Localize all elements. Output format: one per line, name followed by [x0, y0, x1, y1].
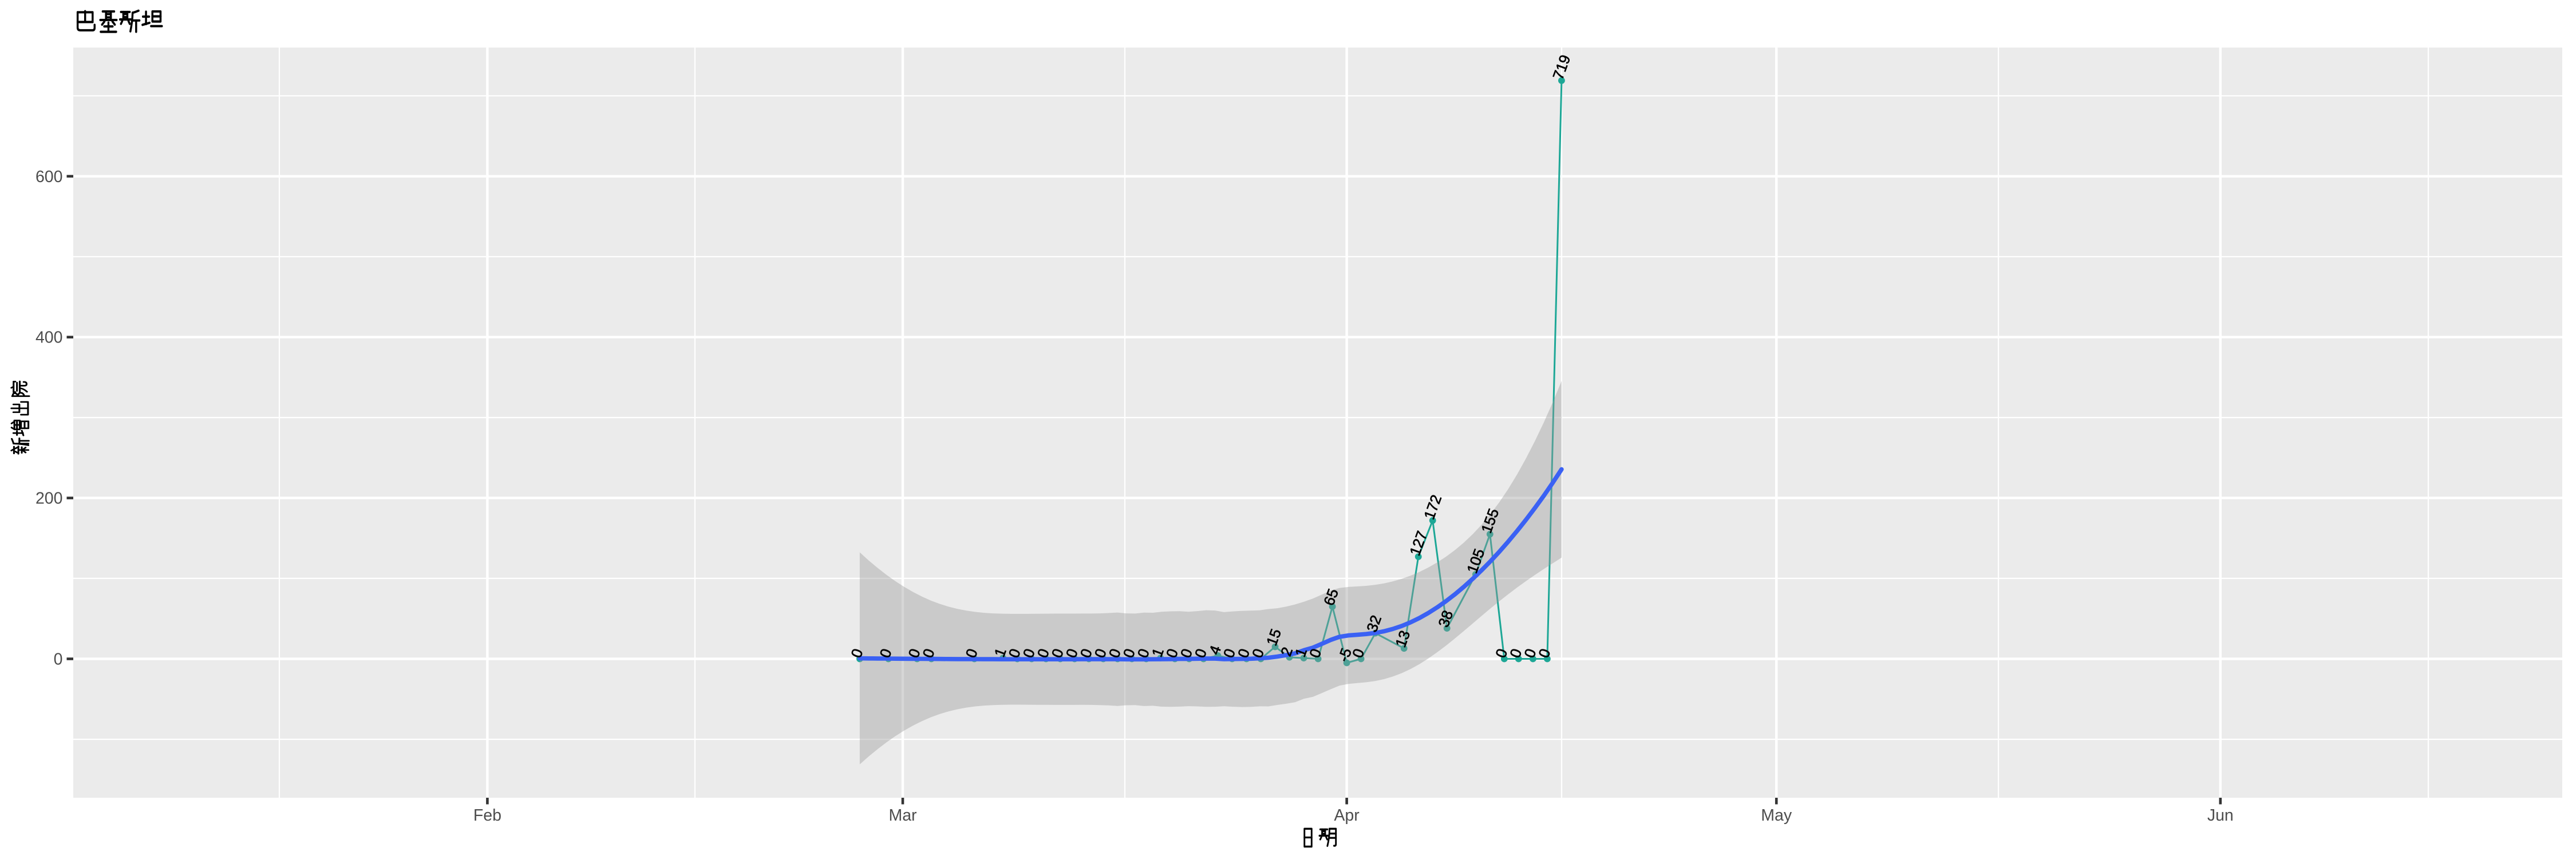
- svg-text:200: 200: [35, 490, 63, 508]
- svg-text:600: 600: [35, 168, 63, 186]
- svg-text:May: May: [1761, 806, 1792, 825]
- svg-text:Feb: Feb: [473, 806, 501, 825]
- svg-text:Mar: Mar: [888, 806, 917, 825]
- svg-text:105: 105: [1463, 546, 1488, 576]
- svg-text:400: 400: [35, 329, 63, 347]
- svg-text:Jun: Jun: [2207, 806, 2234, 825]
- svg-text:0: 0: [54, 651, 63, 669]
- svg-text:Apr: Apr: [1334, 806, 1360, 825]
